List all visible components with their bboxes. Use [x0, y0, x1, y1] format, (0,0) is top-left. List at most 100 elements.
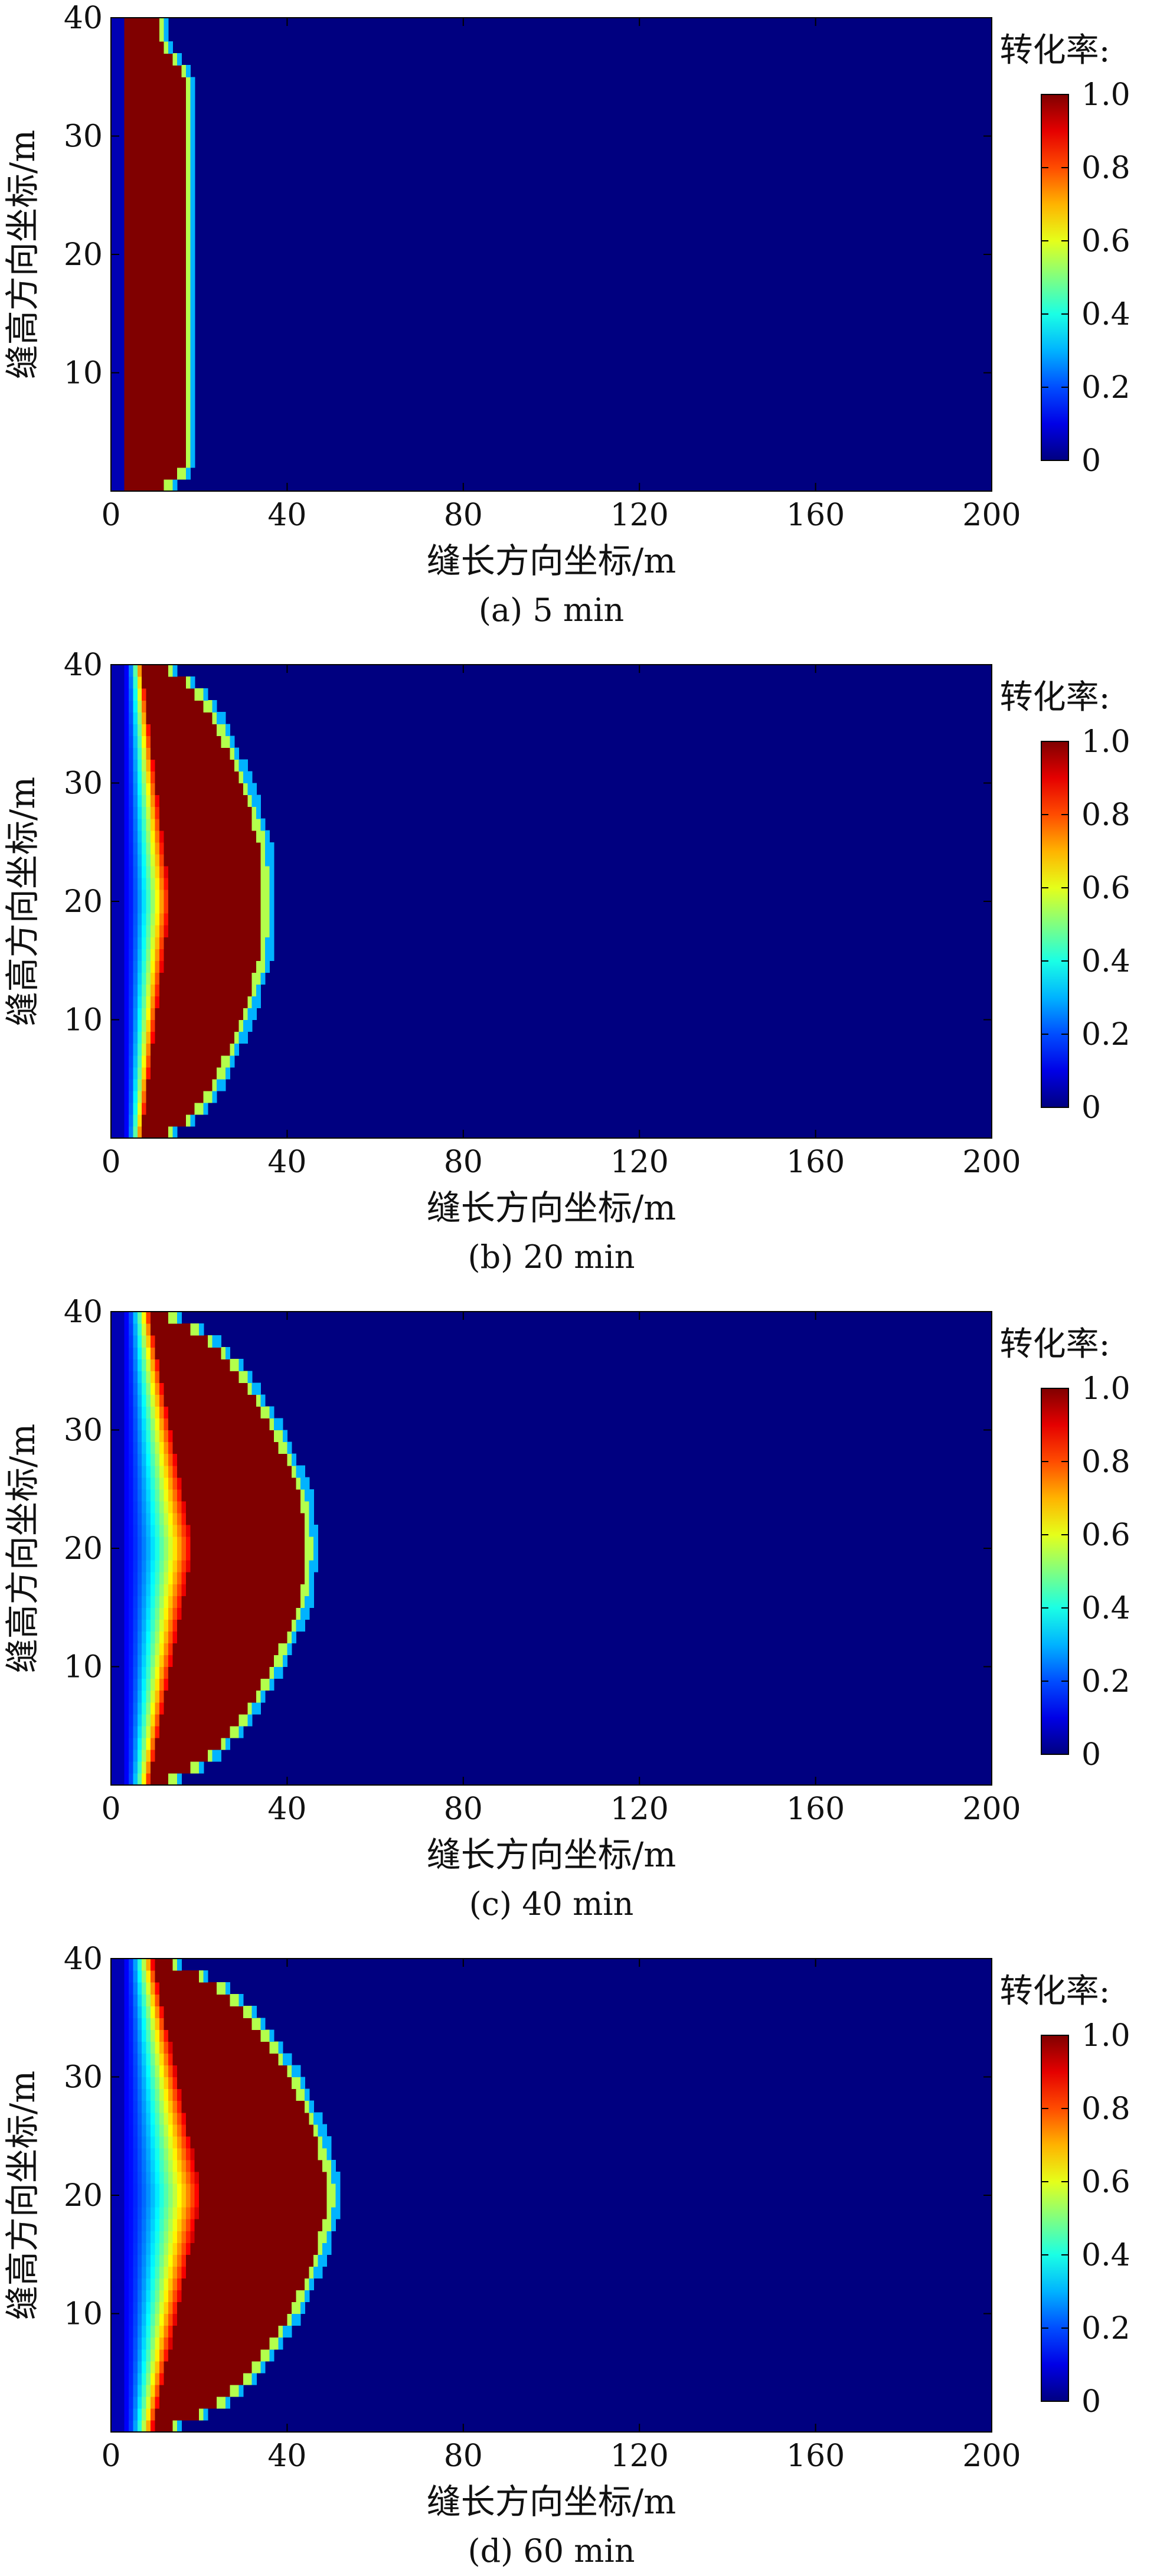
heatmap-cell — [168, 1008, 174, 1021]
heatmap-cell — [164, 443, 169, 456]
heatmap-cell — [111, 665, 116, 677]
heatmap-cell — [128, 735, 133, 748]
heatmap-cell — [124, 2112, 129, 2125]
heatmap-cell — [151, 1536, 156, 1549]
heatmap-cell — [168, 1596, 174, 1608]
heatmap-cell — [168, 1572, 174, 1584]
heatmap-cell — [251, 1501, 257, 1513]
heatmap-cell — [269, 865, 274, 878]
heatmap-cell — [203, 1524, 208, 1537]
heatmap-cell — [194, 1102, 200, 1115]
heatmap-cell — [168, 242, 174, 255]
heatmap-cell — [124, 2159, 129, 2172]
heatmap-cell — [199, 1008, 204, 1021]
heatmap-cell — [177, 2266, 182, 2278]
heatmap-cell — [119, 842, 125, 855]
heatmap-cell — [168, 1489, 174, 1502]
heatmap-cell — [260, 2100, 266, 2113]
heatmap-cell — [177, 467, 182, 480]
heatmap-cell — [146, 1512, 151, 1525]
heatmap-cell — [172, 1584, 178, 1596]
heatmap-cell — [238, 2195, 244, 2208]
heatmap-cell — [137, 913, 142, 926]
heatmap-cell — [119, 1761, 125, 1774]
heatmap-cell — [128, 771, 133, 784]
heatmap-cell — [256, 937, 262, 949]
heatmap-cell — [221, 1725, 226, 1738]
heatmap-cell — [115, 1359, 120, 1371]
heatmap-cell — [256, 2219, 262, 2231]
heatmap-cell — [172, 100, 178, 113]
heatmap-cell — [190, 159, 195, 172]
heatmap-cell — [115, 195, 120, 208]
heatmap-cell — [199, 2278, 204, 2290]
heatmap-cell — [190, 431, 195, 444]
heatmap-cell — [115, 2420, 120, 2433]
heatmap-cell — [177, 1678, 182, 1691]
heatmap-cell — [212, 830, 217, 843]
heatmap-cell — [111, 1382, 116, 1395]
heatmap-cell — [164, 676, 169, 689]
heatmap-cell — [172, 1019, 178, 1032]
heatmap-cell — [194, 1737, 200, 1750]
heatmap-cell — [190, 806, 195, 819]
heatmap-cell — [128, 1312, 133, 1324]
heatmap-cell — [137, 1418, 142, 1431]
heatmap-cell — [115, 1323, 120, 1336]
heatmap-cell — [309, 2112, 314, 2125]
heatmap-cell — [181, 1560, 187, 1573]
heatmap-cell — [128, 1655, 133, 1668]
heatmap-cell — [185, 2136, 191, 2149]
heatmap-cell — [177, 996, 182, 1009]
heatmap-cell — [256, 2231, 262, 2243]
heatmap-cell — [111, 960, 116, 973]
heatmap-cell — [243, 2112, 248, 2125]
heatmap-cell — [124, 795, 129, 808]
heatmap-cell — [137, 254, 142, 267]
heatmap-cell — [128, 972, 133, 985]
heatmap-cell — [269, 2302, 274, 2315]
heatmap-cell — [119, 2159, 125, 2172]
heatmap-cell — [119, 2147, 125, 2160]
heatmap-cell — [133, 1347, 138, 1359]
heatmap-cell — [172, 1441, 178, 1454]
heatmap-cell — [194, 1666, 200, 1679]
heatmap-cell — [137, 2349, 142, 2362]
heatmap-cell — [115, 396, 120, 409]
heatmap-cell — [111, 408, 116, 421]
heatmap-cell — [119, 1690, 125, 1703]
heatmap-cell — [146, 1678, 151, 1691]
heatmap-cell — [318, 2254, 323, 2267]
heatmap-cell — [212, 889, 217, 902]
heatmap-cell — [296, 2065, 301, 2078]
heatmap-cell — [318, 2231, 323, 2243]
heatmap-cell — [269, 1501, 274, 1513]
heatmap-cell — [208, 1043, 213, 1056]
heatmap-cell — [238, 889, 244, 902]
heatmap-cell — [208, 1501, 213, 1513]
heatmap-cell — [203, 1477, 208, 1490]
heatmap-cell — [146, 1560, 151, 1573]
heatmap-cell — [238, 2207, 244, 2219]
heatmap-cell — [133, 2207, 138, 2219]
heatmap-cell — [124, 1465, 129, 1478]
heatmap-cell — [230, 1008, 235, 1021]
heatmap-cell — [137, 2396, 142, 2409]
heatmap-cell — [282, 1631, 287, 1643]
heatmap-cell — [265, 1584, 270, 1596]
heatmap-cell — [225, 1643, 231, 1656]
heatmap-cell — [194, 1489, 200, 1502]
x-tick-label: 40 — [267, 498, 306, 533]
heatmap-cell — [300, 1512, 305, 1525]
heatmap-cell — [243, 1536, 248, 1549]
heatmap-cell — [251, 1702, 257, 1715]
heatmap-cell — [225, 1477, 231, 1490]
heatmap-cell — [128, 77, 133, 89]
heatmap-cell — [274, 1501, 279, 1513]
heatmap-cell — [115, 1596, 120, 1608]
heatmap-cell — [230, 1019, 235, 1032]
heatmap-cell — [208, 795, 213, 808]
heatmap-cell — [128, 443, 133, 456]
heatmap-cell — [137, 1043, 142, 1056]
heatmap-cell — [287, 1607, 292, 1620]
